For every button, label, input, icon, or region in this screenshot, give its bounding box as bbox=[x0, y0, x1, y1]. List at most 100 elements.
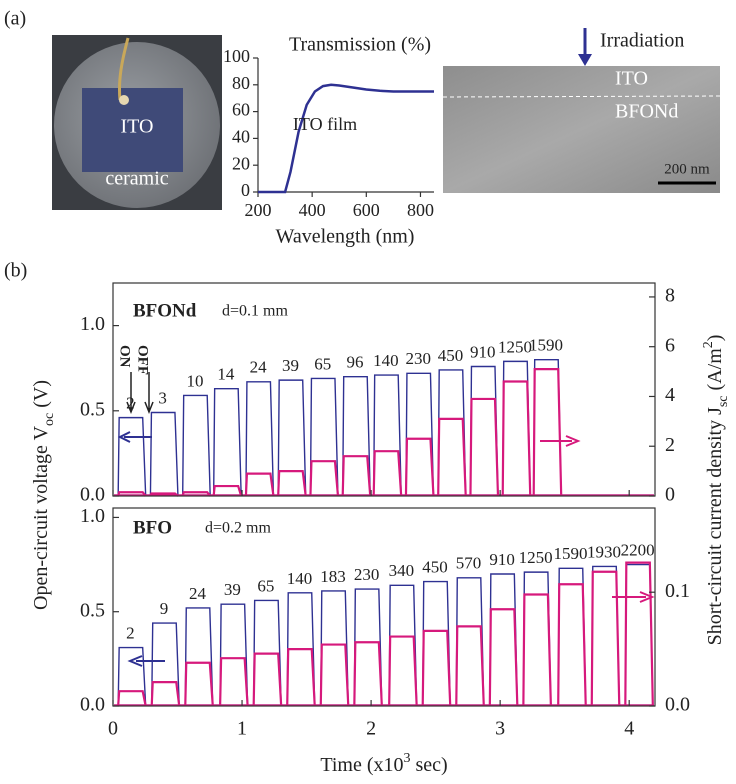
axis-label: Short-circuit current density Jsc (A/m2) bbox=[701, 335, 731, 646]
y-tick-label: 20 bbox=[232, 153, 250, 173]
y-tick-label: 1.0 bbox=[80, 313, 105, 335]
pulse bbox=[388, 584, 418, 707]
intensity-label: 65 bbox=[314, 354, 331, 373]
y-tick-label: 1.0 bbox=[80, 505, 105, 527]
y-tick-label: 0.0 bbox=[80, 484, 105, 506]
on-arrow bbox=[126, 372, 136, 415]
x-tick-label: 600 bbox=[353, 200, 380, 220]
intensity-label: 3 bbox=[158, 388, 167, 407]
wire bbox=[118, 37, 130, 101]
panel-label: (a) bbox=[4, 8, 26, 30]
photo-label: ceramic bbox=[105, 168, 168, 190]
y2-tick-label: 0.1 bbox=[665, 580, 690, 602]
contact bbox=[119, 95, 129, 105]
x-tick-label: 800 bbox=[407, 200, 434, 220]
intensity-label: 230 bbox=[354, 565, 380, 584]
pulse bbox=[372, 450, 403, 497]
intensity-label: 1250 bbox=[519, 548, 553, 567]
pulse bbox=[353, 641, 383, 707]
pulse bbox=[469, 365, 499, 497]
annotation: ITO film bbox=[293, 114, 357, 134]
plot-frame bbox=[112, 507, 656, 707]
x-tick-label: 400 bbox=[299, 200, 326, 220]
axis-label: Open-circuit voltage Voc (V) bbox=[30, 380, 57, 610]
annotation: BFONd bbox=[133, 300, 197, 321]
pulse bbox=[181, 491, 212, 497]
axis-label-part: (A/m bbox=[704, 348, 726, 391]
intensity-label: 1590 bbox=[529, 336, 563, 355]
pulse bbox=[342, 376, 371, 497]
intensity-label: 24 bbox=[250, 358, 268, 377]
intensity-label: 2200 bbox=[621, 540, 655, 559]
pulse bbox=[277, 470, 307, 497]
pulse bbox=[590, 570, 621, 707]
pulse bbox=[277, 379, 307, 497]
sem-image bbox=[443, 66, 720, 193]
annotation: ON bbox=[117, 345, 133, 368]
intensity-label: 96 bbox=[346, 353, 363, 372]
pulse bbox=[488, 608, 519, 707]
plot-frame bbox=[112, 282, 656, 497]
pulse bbox=[624, 561, 654, 707]
pulse bbox=[149, 411, 179, 497]
chart-title: Transmission (%) bbox=[289, 34, 431, 56]
pulse bbox=[212, 484, 243, 497]
pulse bbox=[353, 588, 383, 707]
axis-label-part: (V) bbox=[30, 380, 52, 408]
pulse bbox=[489, 573, 519, 707]
pulse bbox=[219, 657, 249, 707]
pulse bbox=[117, 646, 147, 707]
intensity-label: 65 bbox=[257, 576, 274, 595]
intensity-label: 2 bbox=[126, 394, 135, 413]
intensity-label: 450 bbox=[422, 557, 448, 576]
y2-tick-label: 6 bbox=[665, 334, 675, 356]
y-tick-label: 0 bbox=[241, 180, 250, 200]
y-tick-label: 0.5 bbox=[80, 599, 105, 621]
scale-bar-label: 200 nm bbox=[664, 161, 710, 177]
pulse bbox=[422, 580, 451, 707]
pulse bbox=[557, 583, 587, 707]
intensity-label: 450 bbox=[438, 346, 464, 365]
pulse bbox=[469, 397, 500, 497]
axis-label: Time (x103 sec) bbox=[320, 751, 447, 776]
pulse bbox=[522, 571, 552, 707]
axis-label-part: Open-circuit voltage V bbox=[30, 425, 52, 610]
annotation: d=0.1 mm bbox=[222, 303, 288, 320]
intensity-label: 1590 bbox=[553, 544, 587, 563]
intensity-label: 230 bbox=[405, 349, 431, 368]
axis-arrow bbox=[127, 655, 165, 667]
axis-label-part: 2 bbox=[701, 341, 716, 348]
y-tick-label: 0.5 bbox=[80, 398, 105, 420]
x-tick-label: 200 bbox=[245, 200, 272, 220]
y-tick-label: 80 bbox=[232, 73, 250, 93]
x-tick-label: 3 bbox=[495, 718, 505, 740]
off-arrow bbox=[144, 372, 154, 415]
irradiation-arrowhead bbox=[578, 54, 592, 66]
sem-label: BFONd bbox=[615, 101, 678, 123]
pulse bbox=[184, 607, 214, 707]
intensity-label: 2 bbox=[126, 623, 135, 642]
annotation: d=0.2 mm bbox=[205, 520, 271, 537]
intensity-label: 14 bbox=[217, 365, 235, 384]
pulse bbox=[184, 661, 214, 707]
x-tick-label: 0 bbox=[108, 718, 118, 740]
intensity-label: 1930 bbox=[587, 542, 621, 561]
pulse bbox=[455, 577, 485, 707]
pulse bbox=[624, 563, 654, 707]
pulse bbox=[372, 374, 402, 497]
pulse bbox=[150, 681, 181, 707]
pulse bbox=[117, 416, 147, 497]
annotation: OFF bbox=[135, 345, 151, 375]
intensity-label: 24 bbox=[189, 584, 207, 603]
axis-label-part: Time (x10 bbox=[320, 754, 403, 776]
intensity-label: 1250 bbox=[498, 337, 532, 356]
axis-label-part: sc bbox=[716, 395, 731, 407]
pulse bbox=[522, 593, 552, 707]
pulse bbox=[219, 603, 249, 707]
intensity-label: 140 bbox=[373, 351, 399, 370]
pulse bbox=[117, 690, 147, 707]
axis-label-part: sec) bbox=[415, 754, 447, 776]
sem-label: Irradiation bbox=[600, 30, 684, 52]
intensity-label: 183 bbox=[320, 567, 346, 586]
pulse bbox=[557, 567, 587, 707]
